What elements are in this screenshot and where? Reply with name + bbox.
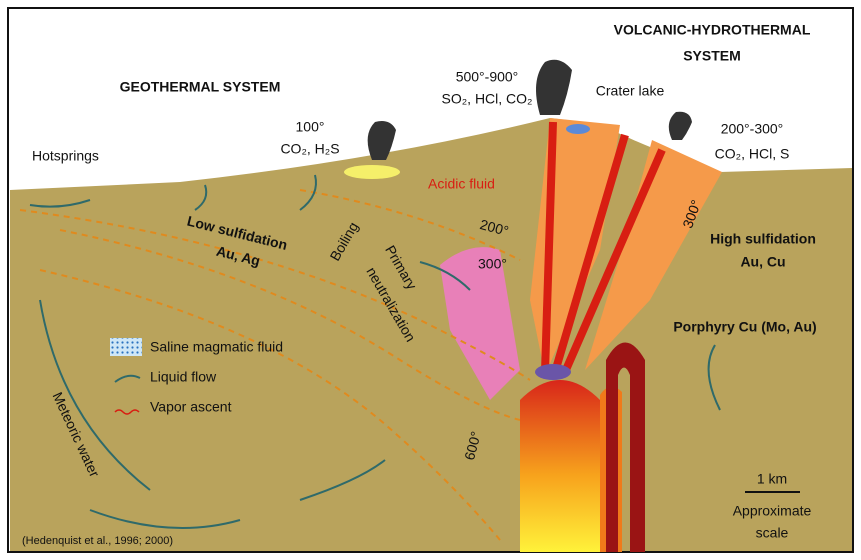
legend-swatch xyxy=(110,338,142,356)
label: Acidic fluid xyxy=(428,176,495,192)
legend-swatch xyxy=(114,409,140,415)
legend-label: Saline magmatic fluid xyxy=(150,339,283,355)
label: 100° xyxy=(296,119,325,135)
label: CO₂, HCl, S xyxy=(715,146,790,162)
label: Hotsprings xyxy=(32,148,99,164)
label: 200°-300° xyxy=(721,121,784,137)
plumes xyxy=(367,59,692,160)
legend-label: Vapor ascent xyxy=(150,399,232,415)
magmatic-fluid xyxy=(535,364,571,380)
legend-label: Liquid flow xyxy=(150,369,217,385)
acid-plume xyxy=(585,140,722,370)
isotherm xyxy=(299,189,521,261)
label: Approximate xyxy=(733,503,812,519)
intrusion xyxy=(606,342,645,552)
isotherm xyxy=(19,209,531,381)
isotherm-label: 600° xyxy=(461,430,484,462)
isotherm xyxy=(59,229,521,421)
label: 1 km xyxy=(757,471,787,487)
flow-arrows xyxy=(29,174,721,529)
title: VOLCANIC-HYDROTHERMAL xyxy=(614,22,811,38)
crater-lake xyxy=(566,124,590,134)
legend-swatch xyxy=(114,374,141,383)
label: High sulfidation xyxy=(710,231,816,247)
label: Porphyry Cu (Mo, Au) xyxy=(673,319,816,335)
label: 500°-900° xyxy=(456,69,519,85)
isotherm-label: 300° xyxy=(478,256,507,272)
label: SO₂, HCl, CO₂ xyxy=(442,91,533,107)
citation: (Hedenquist et al., 1996; 2000) xyxy=(22,535,173,547)
label: CO₂, H₂S xyxy=(280,141,339,157)
title: SYSTEM xyxy=(683,48,741,64)
isotherm-label: 200° xyxy=(478,216,510,239)
magma xyxy=(520,380,600,552)
label: Au, Cu xyxy=(740,254,785,270)
label: Crater lake xyxy=(596,83,665,99)
steam-ground xyxy=(344,165,400,179)
label: scale xyxy=(756,525,789,541)
title: GEOTHERMAL SYSTEM xyxy=(120,79,281,95)
conduits xyxy=(541,121,666,374)
isotherm xyxy=(39,269,501,541)
